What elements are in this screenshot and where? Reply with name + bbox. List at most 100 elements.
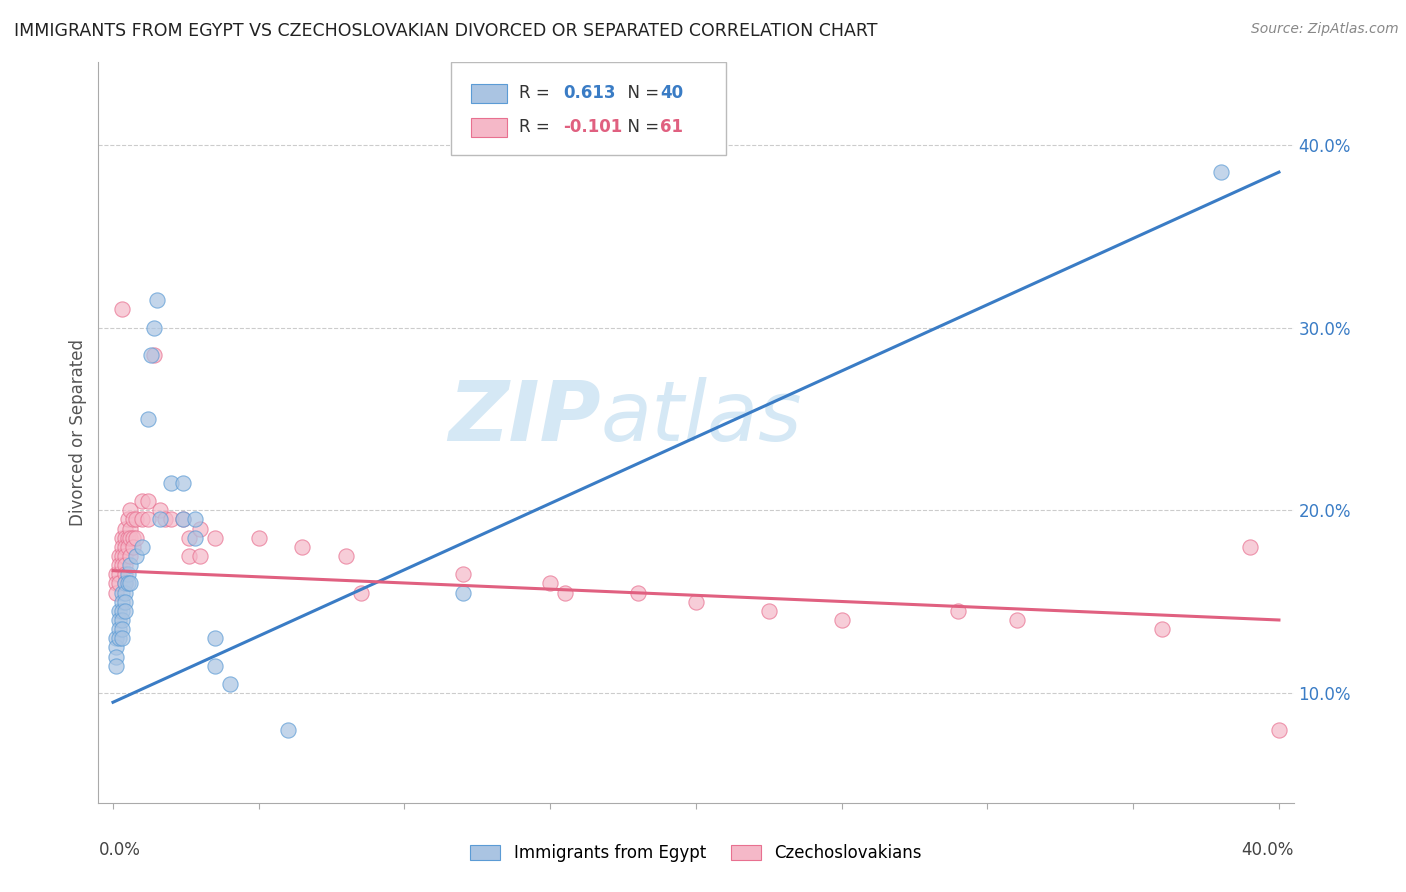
Point	[1209, 165, 1232, 179]
Text: 40.0%: 40.0%	[1241, 840, 1294, 859]
Point	[554, 585, 576, 599]
Point	[160, 512, 183, 526]
Point	[335, 549, 357, 563]
Text: ZIP: ZIP	[447, 377, 600, 458]
Point	[111, 613, 134, 627]
Point	[350, 585, 373, 599]
Point	[117, 531, 139, 545]
Point	[120, 531, 142, 545]
Point	[117, 576, 139, 591]
Point	[538, 576, 561, 591]
Point	[125, 531, 148, 545]
Point	[125, 549, 148, 563]
Point	[122, 540, 145, 554]
Point	[111, 302, 134, 317]
Point	[111, 622, 134, 636]
FancyBboxPatch shape	[471, 118, 508, 136]
Point	[1005, 613, 1028, 627]
Point	[155, 512, 177, 526]
Point	[451, 567, 474, 582]
Point	[108, 567, 131, 582]
Point	[1152, 622, 1174, 636]
Point	[142, 320, 165, 334]
Point	[172, 512, 194, 526]
Point	[142, 348, 165, 362]
Point	[204, 531, 226, 545]
Point	[218, 677, 240, 691]
Point	[948, 604, 970, 618]
Point	[114, 540, 136, 554]
Point	[108, 622, 131, 636]
Point	[122, 512, 145, 526]
Point	[108, 558, 131, 573]
Point	[1268, 723, 1291, 737]
Point	[627, 585, 650, 599]
Point	[190, 522, 212, 536]
Legend: Immigrants from Egypt, Czechoslovakians: Immigrants from Egypt, Czechoslovakians	[464, 838, 928, 869]
Point	[120, 549, 142, 563]
Point	[114, 604, 136, 618]
Point	[114, 522, 136, 536]
Point	[160, 475, 183, 490]
Point	[117, 540, 139, 554]
Text: R =: R =	[519, 85, 555, 103]
Point	[114, 595, 136, 609]
Point	[120, 576, 142, 591]
Point	[139, 348, 162, 362]
Point	[190, 549, 212, 563]
Point	[183, 531, 205, 545]
Point	[291, 540, 314, 554]
Point	[136, 494, 159, 508]
Point	[111, 549, 134, 563]
Point	[108, 604, 131, 618]
Point	[136, 512, 159, 526]
Point	[122, 531, 145, 545]
Point	[145, 293, 167, 307]
Point	[1239, 540, 1261, 554]
Point	[125, 512, 148, 526]
FancyBboxPatch shape	[451, 62, 725, 155]
Text: N =: N =	[617, 119, 665, 136]
Point	[114, 531, 136, 545]
Point	[104, 576, 127, 591]
Point	[831, 613, 853, 627]
Point	[114, 558, 136, 573]
Point	[131, 494, 153, 508]
Point	[172, 475, 194, 490]
Point	[114, 576, 136, 591]
Text: 0.613: 0.613	[564, 85, 616, 103]
Point	[111, 585, 134, 599]
Point	[104, 640, 127, 655]
Point	[183, 512, 205, 526]
Point	[114, 549, 136, 563]
Point	[758, 604, 780, 618]
Point	[149, 503, 172, 517]
Point	[120, 503, 142, 517]
Point	[177, 531, 200, 545]
Point	[149, 512, 172, 526]
Point	[117, 567, 139, 582]
Point	[685, 595, 707, 609]
Point	[120, 522, 142, 536]
Point	[136, 412, 159, 426]
Point	[131, 512, 153, 526]
Point	[104, 567, 127, 582]
Point	[111, 632, 134, 646]
Point	[108, 632, 131, 646]
Point	[111, 531, 134, 545]
Text: atlas: atlas	[600, 377, 801, 458]
Point	[111, 540, 134, 554]
Point	[114, 585, 136, 599]
Point	[247, 531, 270, 545]
Text: IMMIGRANTS FROM EGYPT VS CZECHOSLOVAKIAN DIVORCED OR SEPARATED CORRELATION CHART: IMMIGRANTS FROM EGYPT VS CZECHOSLOVAKIAN…	[14, 22, 877, 40]
Point	[104, 658, 127, 673]
Point	[111, 595, 134, 609]
Point	[104, 585, 127, 599]
Text: N =: N =	[617, 85, 665, 103]
Text: 61: 61	[661, 119, 683, 136]
Point	[114, 576, 136, 591]
Point	[451, 585, 474, 599]
Point	[114, 567, 136, 582]
FancyBboxPatch shape	[471, 84, 508, 103]
Point	[172, 512, 194, 526]
